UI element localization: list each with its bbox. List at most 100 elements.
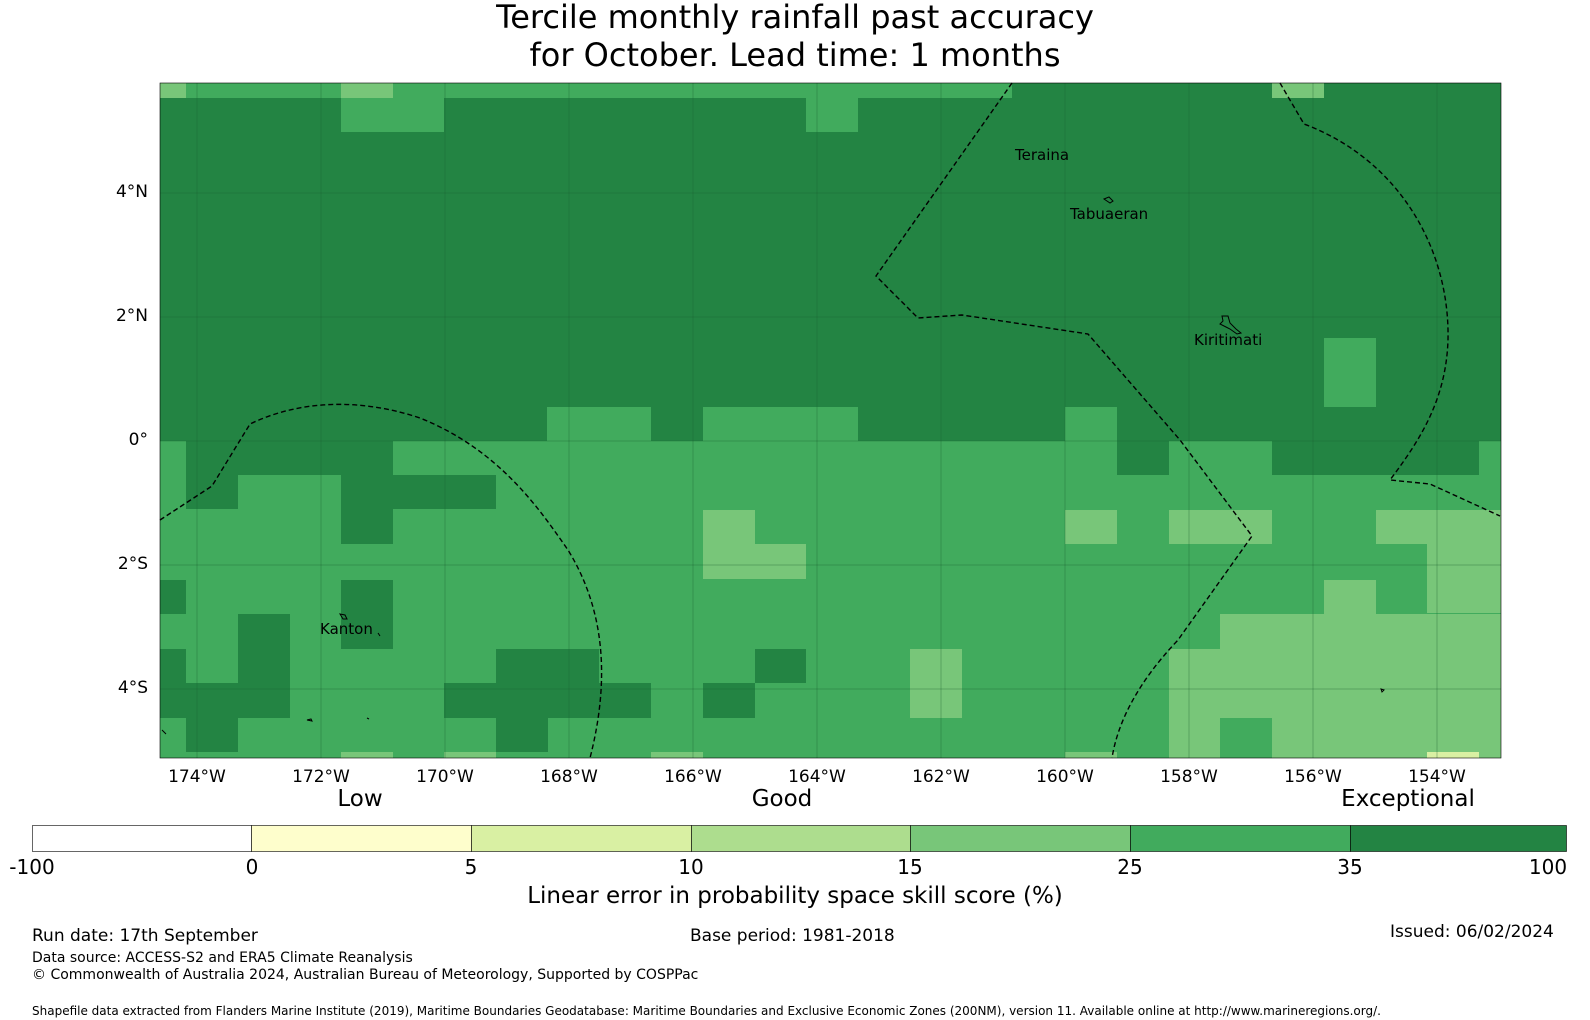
- eez-boundary-line: [875, 82, 1253, 759]
- map-cell: [186, 83, 341, 98]
- map-cell: [186, 475, 238, 509]
- map-cell: [1065, 510, 1117, 544]
- colorbar: [32, 825, 1567, 852]
- map-north-region: [160, 83, 1501, 441]
- colorbar-segment: [1130, 825, 1351, 852]
- map-cell: [341, 475, 496, 509]
- colorbar-tick-label: 5: [464, 855, 478, 879]
- skill-map: [159, 82, 1502, 759]
- map-cell: [1272, 83, 1324, 98]
- map-cell: [910, 649, 962, 718]
- map-cell: [1065, 752, 1117, 758]
- map-cell: [1220, 718, 1272, 758]
- run-date: Run date: 17th September: [32, 926, 258, 946]
- map-cell: [496, 718, 548, 752]
- map-cell: [444, 683, 651, 718]
- place-label-kanton: Kanton: [320, 620, 373, 638]
- map-cell: [703, 407, 858, 441]
- lon-label: 170°W: [416, 767, 474, 787]
- map-cell: [703, 510, 755, 544]
- map-cell: [186, 441, 393, 475]
- place-label-tabuaeran: Tabuaeran: [1070, 205, 1149, 223]
- data-source: Data source: ACCESS-S2 and ERA5 Climate …: [32, 950, 413, 966]
- map-cell: [703, 683, 755, 718]
- eez-boundary-line: [1279, 82, 1501, 517]
- map-cell: [1065, 407, 1117, 441]
- map-cell: [393, 83, 444, 98]
- place-label-kiritimati: Kiritimati: [1194, 331, 1263, 349]
- map-cell: [341, 580, 393, 649]
- island-outlines: [161, 196, 1385, 735]
- map-cell: [1427, 544, 1501, 613]
- map-cell: [160, 83, 186, 98]
- lat-label: 2°S: [117, 554, 148, 574]
- lon-label: 158°W: [1160, 767, 1218, 787]
- lon-label: 160°W: [1036, 767, 1094, 787]
- colorbar-segment: [471, 825, 692, 852]
- base-period: Base period: 1981-2018: [690, 926, 895, 946]
- map-title-line-2: for October. Lead time: 1 months: [529, 36, 1061, 74]
- colorbar-segment: [691, 825, 911, 852]
- map-gridlines: [160, 83, 1501, 758]
- map-title-line-1: Tercile monthly rainfall past accuracy: [496, 0, 1094, 36]
- map-cell: [1427, 752, 1479, 758]
- map-cell: [1376, 510, 1501, 544]
- map-cell: [1169, 718, 1221, 758]
- eez-boundary-line: [159, 403, 603, 759]
- place-label-teraina: Teraina: [1015, 146, 1070, 164]
- map-cell: [703, 544, 806, 579]
- colorbar-category-exceptional: Exceptional: [1341, 786, 1475, 812]
- map-cell: [1272, 718, 1501, 758]
- colorbar-segment: [32, 825, 252, 852]
- map-cell: [186, 718, 238, 752]
- map-cell: [1324, 580, 1376, 614]
- lon-label: 162°W: [912, 767, 970, 787]
- island-outline: [377, 632, 381, 637]
- map-cell: [547, 407, 651, 441]
- map-cell: [444, 752, 496, 758]
- colorbar-tick-label: 25: [1117, 855, 1143, 879]
- lat-label: 4°N: [115, 182, 148, 202]
- map-cell: [444, 83, 1012, 98]
- colorbar-tick-label: -100: [9, 855, 55, 879]
- lon-label: 164°W: [788, 767, 846, 787]
- colorbar-tick-label: 0: [245, 855, 259, 879]
- colorbar-segment: [1350, 825, 1567, 852]
- lon-label: 154°W: [1408, 767, 1466, 787]
- map-cell: [160, 649, 186, 683]
- island-outline: [161, 729, 167, 735]
- lat-label: 2°N: [115, 306, 148, 326]
- colorbar-tick-label: 100: [1528, 855, 1568, 879]
- eez-boundaries: [159, 82, 1501, 759]
- lon-label: 174°W: [168, 767, 226, 787]
- lon-label: 166°W: [664, 767, 722, 787]
- map-cell: [1169, 649, 1501, 718]
- map-cell: [341, 752, 393, 758]
- island-outline: [1380, 688, 1385, 693]
- lat-label: 0°: [128, 430, 148, 450]
- colorbar-tick-label: 15: [897, 855, 923, 879]
- map-cell: [341, 509, 393, 544]
- map-cell: [806, 98, 858, 132]
- lon-label: 168°W: [540, 767, 598, 787]
- colorbar-tick-label: 10: [678, 855, 704, 879]
- issued-date: Issued: 06/02/2024: [1390, 922, 1554, 942]
- colorbar-segment: [251, 825, 472, 852]
- island-kiritimati-outline: [1219, 315, 1243, 335]
- map-cell: [1169, 510, 1272, 544]
- shapefile-credit: Shapefile data extracted from Flanders M…: [32, 1004, 1381, 1018]
- map-cell: [755, 649, 806, 683]
- island-kanton-outline: [338, 613, 348, 620]
- map-cell: [341, 98, 444, 132]
- map-cell: [496, 649, 599, 683]
- map-frame: [159, 82, 1502, 759]
- map-cell: [1324, 338, 1376, 407]
- colorbar-tick-label: 35: [1337, 855, 1363, 879]
- copyright: © Commonwealth of Australia 2024, Austra…: [32, 967, 699, 983]
- map-cell: [1220, 614, 1501, 649]
- map-cell: [1272, 441, 1479, 475]
- colorbar-category-good: Good: [751, 786, 813, 812]
- island-tabuaeran-outline: [1102, 196, 1114, 204]
- map-cell: [160, 580, 186, 614]
- map-cell: [160, 683, 290, 718]
